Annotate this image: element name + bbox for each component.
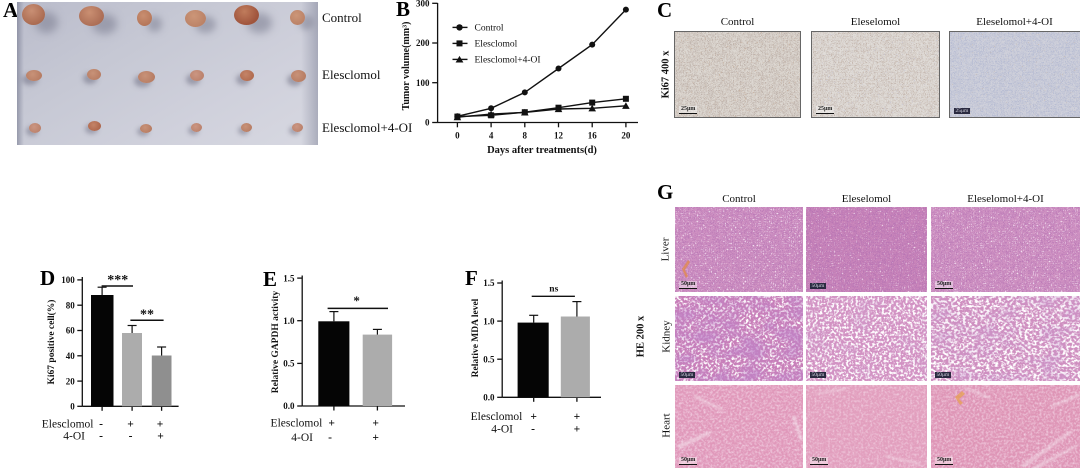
svg-text:0.5: 0.5 [483, 354, 495, 364]
svg-text:-: - [129, 431, 133, 443]
svg-text:1.0: 1.0 [483, 316, 495, 326]
svg-text:Tumor volume(mm³): Tumor volume(mm³) [401, 22, 412, 111]
svg-text:0.5: 0.5 [283, 359, 295, 369]
svg-text:0.0: 0.0 [283, 401, 295, 411]
svg-text:100: 100 [416, 78, 430, 88]
svg-text:+: + [157, 431, 164, 443]
svg-text:**: ** [140, 308, 154, 323]
svg-text:-: - [99, 419, 103, 431]
svg-text:0: 0 [455, 131, 460, 141]
svg-text:100: 100 [61, 275, 75, 285]
svg-text:Elesclomol: Elesclomol [471, 411, 523, 423]
svg-text:16: 16 [588, 131, 598, 141]
svg-text:Days after treatments(d): Days after treatments(d) [487, 145, 597, 156]
svg-text:4-OI: 4-OI [291, 432, 313, 444]
svg-text:-: - [531, 424, 535, 436]
svg-text:Relative MDA level: Relative MDA level [471, 298, 481, 377]
svg-text:60: 60 [66, 326, 76, 336]
svg-text:Relative GAPDH activity: Relative GAPDH activity [271, 291, 281, 394]
svg-text:Elesclomol: Elesclomol [42, 419, 94, 431]
svg-text:4-OI: 4-OI [491, 424, 513, 436]
svg-text:1.5: 1.5 [283, 273, 295, 283]
svg-text:1.0: 1.0 [283, 316, 295, 326]
svg-text:-: - [99, 431, 103, 443]
svg-text:***: *** [107, 273, 128, 288]
svg-text:300: 300 [416, 0, 430, 9]
svg-text:Elesclomol: Elesclomol [475, 40, 518, 50]
svg-text:1.5: 1.5 [483, 278, 495, 288]
svg-text:+: + [372, 418, 379, 430]
svg-text:200: 200 [416, 38, 430, 48]
svg-text:12: 12 [554, 131, 564, 141]
svg-text:Elesclomol: Elesclomol [271, 418, 323, 430]
svg-text:+: + [530, 411, 537, 423]
svg-text:*: * [353, 293, 360, 308]
svg-text:+: + [574, 424, 581, 436]
svg-text:40: 40 [66, 351, 76, 361]
svg-text:-: - [328, 432, 332, 444]
svg-text:8: 8 [523, 131, 528, 141]
svg-text:4: 4 [489, 131, 494, 141]
svg-text:+: + [157, 419, 164, 431]
svg-text:0: 0 [425, 118, 430, 128]
svg-text:80: 80 [66, 300, 76, 310]
svg-text:ns: ns [549, 285, 558, 295]
svg-text:Control: Control [475, 24, 504, 34]
svg-text:+: + [328, 418, 335, 430]
svg-text:+: + [127, 419, 134, 431]
svg-text:Elesclomol+4-OI: Elesclomol+4-OI [475, 56, 541, 66]
svg-text:0: 0 [70, 402, 75, 412]
svg-text:4-OI: 4-OI [63, 431, 85, 443]
svg-text:0.0: 0.0 [483, 393, 495, 403]
svg-text:20: 20 [621, 131, 631, 141]
svg-text:+: + [574, 411, 581, 423]
svg-text:20: 20 [66, 376, 76, 386]
svg-text:Ki67 positive cell(%): Ki67 positive cell(%) [46, 300, 57, 385]
svg-text:+: + [372, 432, 379, 444]
